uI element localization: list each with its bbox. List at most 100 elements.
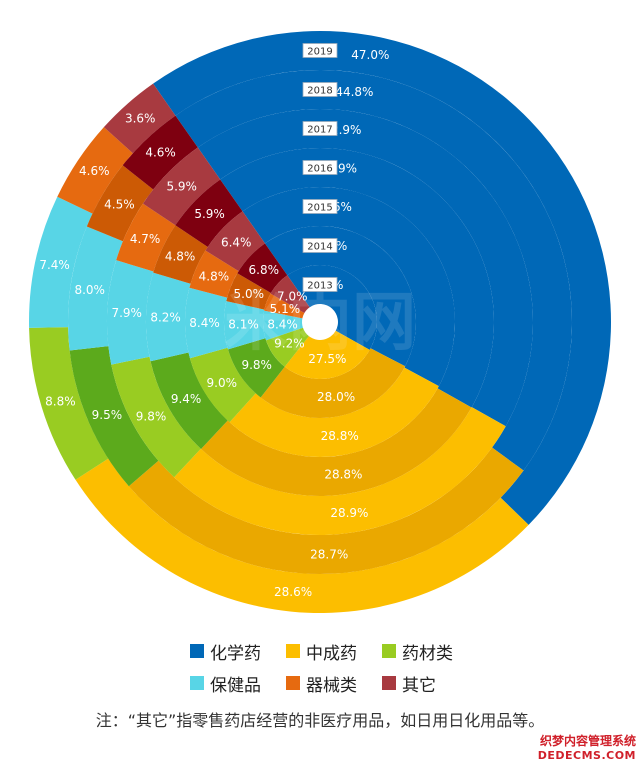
ring-2015-slice-chemical bbox=[242, 186, 456, 387]
value-label-2019-device: 4.6% bbox=[79, 164, 110, 178]
ring-2018-slice-patent bbox=[128, 447, 524, 574]
site-watermark: 织梦内容管理系统 DEDECMS.COM bbox=[524, 732, 636, 762]
year-label-box bbox=[302, 160, 338, 175]
legend-label: 其它 bbox=[402, 675, 436, 696]
ring-2013-slice-device bbox=[264, 293, 305, 319]
ring-2018-slice-other bbox=[122, 115, 198, 190]
ring-2017-slice-patent bbox=[174, 407, 506, 535]
ring-2014-slice-device bbox=[226, 273, 271, 310]
ring-2019-slice-health bbox=[29, 196, 93, 328]
ring-2013-slice-herbal bbox=[266, 327, 309, 367]
value-label-2018-chemical: 44.8% bbox=[335, 85, 373, 99]
ring-2013-slice-patent bbox=[284, 330, 370, 379]
ring-2017-slice-chemical bbox=[197, 108, 534, 427]
value-label-2013-device: 5.1% bbox=[270, 302, 301, 316]
year-label-box bbox=[302, 199, 338, 214]
site-watermark-title: 织梦内容管理系统 bbox=[539, 734, 636, 748]
year-label-box bbox=[302, 277, 338, 292]
year-label-2014: 2014 bbox=[302, 238, 338, 253]
ring-2015-slice-other bbox=[205, 211, 265, 272]
value-label-2019-chemical: 47.0% bbox=[351, 48, 389, 62]
ring-2016-slice-chemical bbox=[220, 148, 494, 408]
legend-label: 保健品 bbox=[210, 675, 261, 696]
footnote: 注：“其它”指零售药店经营的非医疗用品，如日用日化用品等。 bbox=[95, 711, 545, 730]
year-label-2016: 2016 bbox=[302, 160, 338, 175]
legend-label: 化学药 bbox=[210, 643, 261, 664]
ring-2015-slice-patent bbox=[229, 367, 439, 458]
legend-label: 中成药 bbox=[306, 643, 357, 664]
year-labels: 2013 2014 2015 2016 2017 2018 2019 bbox=[302, 43, 338, 292]
ring-2018-slice-herbal bbox=[69, 346, 159, 487]
value-label-2016-other: 5.9% bbox=[194, 207, 225, 221]
ring-2014-slice-patent bbox=[260, 348, 406, 419]
ring-2019-slice-chemical bbox=[153, 31, 612, 525]
value-label-2013-health: 8.4% bbox=[267, 317, 298, 331]
year-label-box bbox=[302, 43, 338, 58]
ring-2015-slice-device bbox=[189, 250, 239, 298]
value-label-2017-device: 4.7% bbox=[130, 232, 161, 246]
value-label-2018-herbal: 9.5% bbox=[92, 408, 123, 422]
legend: 化学药 中成药 药材类 保健品 器械类 其它 bbox=[190, 640, 480, 696]
ring-2019-slice-device bbox=[57, 127, 133, 214]
ring-2019-slice-other bbox=[103, 83, 176, 154]
value-label-2016-device: 4.8% bbox=[165, 249, 196, 263]
legend-item-herbal-materials: 药材类 bbox=[382, 640, 478, 664]
ring-2018-slice-health bbox=[68, 226, 123, 351]
legend-item-chemical-drugs: 化学药 bbox=[190, 640, 286, 664]
value-label-2014-patent: 28.0% bbox=[317, 390, 355, 404]
ring-2016-slice-other bbox=[175, 179, 243, 247]
value-label-2019-other: 3.6% bbox=[125, 112, 156, 126]
ring-2017-slice-device bbox=[116, 203, 176, 272]
year-label-text: 2013 bbox=[307, 281, 332, 292]
ring-2014-slice-health bbox=[224, 301, 266, 350]
ring-2015-slice-health bbox=[185, 287, 228, 359]
legend-item-chinese-patent-medicine: 中成药 bbox=[286, 640, 382, 664]
chart-watermark: 米内网 bbox=[224, 286, 416, 360]
value-label-2016-patent: 28.8% bbox=[324, 468, 362, 482]
value-label-2018-other: 4.6% bbox=[145, 146, 176, 160]
legend-item-medical-devices: 器械类 bbox=[286, 672, 382, 696]
value-label-2015-herbal: 9.0% bbox=[207, 376, 238, 390]
legend-item-others: 其它 bbox=[382, 672, 478, 696]
ring-2016-slice-herbal bbox=[150, 352, 228, 450]
legend-swatch bbox=[286, 676, 300, 690]
year-label-2019: 2019 bbox=[302, 43, 338, 58]
ring-2014-slice-herbal bbox=[227, 338, 285, 398]
ring-2013-slice-health bbox=[263, 310, 303, 341]
ring-2017-slice-herbal bbox=[111, 356, 201, 478]
value-label-2014-herbal: 9.8% bbox=[241, 358, 272, 372]
ring-2015-slice-herbal bbox=[189, 347, 256, 423]
year-label-text: 2017 bbox=[307, 125, 332, 136]
ring-2019-slice-herbal bbox=[29, 327, 109, 480]
ring-2019-slice-patent bbox=[75, 458, 529, 614]
rings bbox=[29, 31, 612, 614]
ring-2018-slice-device bbox=[86, 165, 154, 242]
legend-swatch bbox=[382, 676, 396, 690]
value-label-2014-other: 6.8% bbox=[249, 263, 280, 277]
year-label-text: 2014 bbox=[307, 242, 332, 253]
value-label-2015-other: 6.4% bbox=[221, 236, 252, 250]
year-label-2013: 2013 bbox=[302, 277, 338, 292]
center-hole bbox=[302, 304, 338, 340]
ring-2017-slice-health bbox=[107, 260, 154, 365]
legend-swatch bbox=[190, 644, 204, 658]
value-label-2013-herbal: 9.2% bbox=[274, 337, 305, 351]
value-label-2016-herbal: 9.4% bbox=[171, 392, 202, 406]
value-label-2017-herbal: 9.8% bbox=[136, 409, 167, 423]
legend-item-health-products: 保健品 bbox=[190, 672, 286, 696]
ring-2014-slice-chemical bbox=[264, 226, 416, 367]
year-label-2017: 2017 bbox=[302, 121, 338, 136]
value-label-2019-patent: 28.6% bbox=[274, 585, 312, 599]
ring-2017-slice-other bbox=[142, 147, 221, 226]
year-label-box bbox=[302, 238, 338, 253]
year-label-box bbox=[302, 121, 338, 136]
value-label-2016-health: 8.2% bbox=[150, 310, 181, 324]
year-label-text: 2015 bbox=[307, 203, 332, 214]
value-label-2013-other: 7.0% bbox=[277, 290, 308, 304]
value-label-2015-device: 4.8% bbox=[199, 269, 230, 283]
ring-2013-slice-other bbox=[270, 275, 310, 314]
legend-label: 药材类 bbox=[402, 643, 453, 664]
ring-2016-slice-device bbox=[153, 225, 208, 284]
year-label-2018: 2018 bbox=[302, 82, 338, 97]
year-label-text: 2019 bbox=[307, 47, 332, 58]
